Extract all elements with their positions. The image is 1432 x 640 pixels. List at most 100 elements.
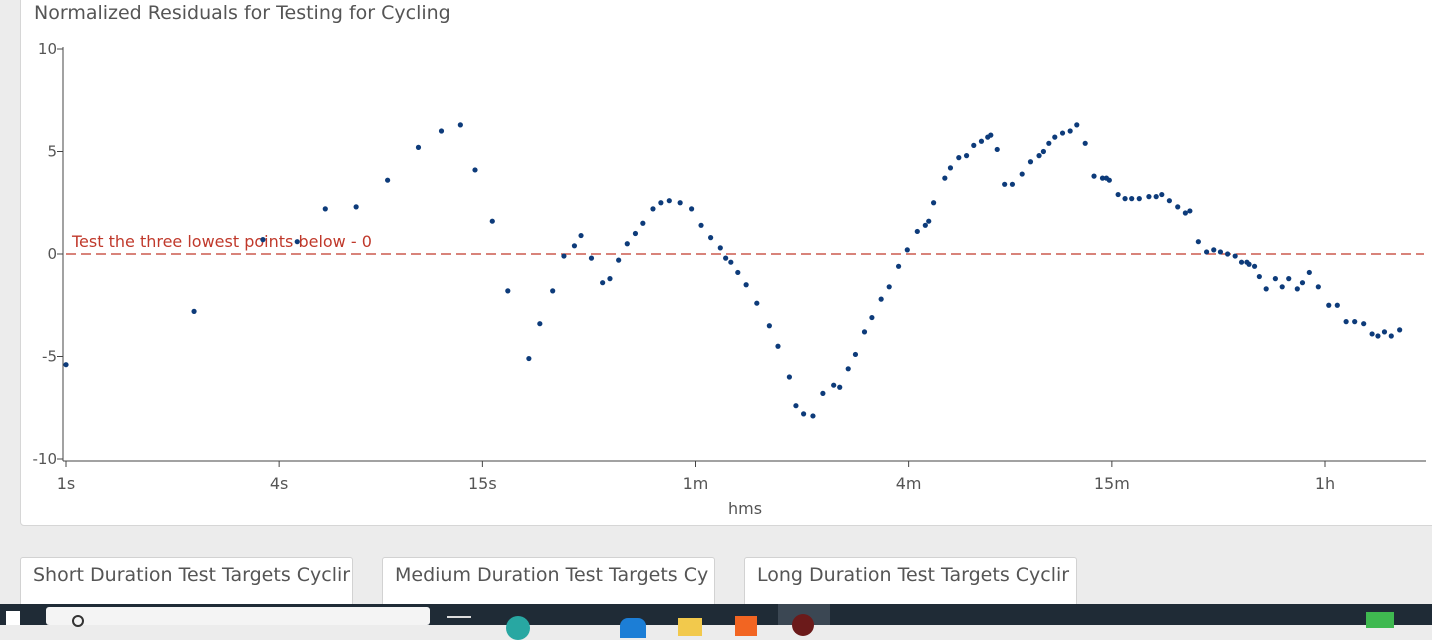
data-point [294,239,300,245]
data-point [1195,239,1201,245]
x-tick-label: 1h [1315,474,1335,493]
data-point [1286,276,1292,282]
data-point [600,280,606,286]
tray-icon[interactable] [1366,612,1394,628]
data-point [526,355,532,362]
data-point [472,167,478,173]
data-point [971,142,977,148]
data-point [717,245,723,251]
data-point [895,263,902,269]
y-tick-label: -10 [33,450,58,468]
data-point [191,308,197,314]
data-point [1106,177,1112,183]
data-point [550,288,556,294]
data-point [831,382,837,388]
data-point [689,206,695,212]
data-point [869,314,875,321]
store-icon[interactable] [620,618,646,638]
data-point [775,343,781,349]
data-point [698,222,704,228]
data-point [988,132,994,138]
data-point [677,200,683,206]
axes: 10 5 0 -5 -10 1s 4s 15s 1m 4m 15m 1h hms Test the thr… [33,40,1426,518]
data-point [1334,302,1340,308]
data-point [1211,247,1217,253]
data-point [1059,130,1066,136]
x-axis-label: hms [728,499,762,518]
data-point [571,243,578,249]
data-point [810,413,816,419]
data-point [1397,327,1403,333]
data-point [1099,175,1106,181]
app-icon[interactable] [735,616,757,636]
data-point [1182,210,1188,216]
data-point [852,351,859,358]
data-point [650,206,656,212]
data-point [1046,140,1052,146]
data-point [322,206,328,212]
data-point [1153,194,1159,200]
data-point [708,235,714,241]
x-tick-label: 1m [683,474,709,493]
search-box[interactable] [46,607,430,627]
data-point [978,138,985,144]
data-point [632,230,639,237]
data-point [1129,196,1135,202]
data-point [1027,159,1034,165]
data-point [1082,140,1088,146]
data-point [1361,321,1367,327]
data-point [353,204,359,210]
active-app-icon[interactable] [778,604,830,636]
data-point [1326,302,1332,308]
data-point [837,384,843,390]
data-point [537,321,543,327]
data-point [1040,148,1047,155]
data-point [1175,204,1181,210]
taskbar [0,604,1432,640]
data-point [260,237,266,243]
data-point [1306,269,1312,276]
data-point [766,323,772,329]
data-point [624,241,630,247]
edge-icon[interactable] [506,616,530,640]
y-tick-label: -5 [42,348,57,366]
data-point [1036,153,1042,159]
task-view-icon[interactable] [447,616,471,618]
windows-start-icon[interactable] [6,611,20,625]
data-point [1279,284,1285,290]
data-point [1343,319,1349,325]
data-point [926,218,932,224]
data-point [914,228,920,235]
data-point [963,153,970,159]
data-point [1381,329,1388,335]
data-point [1232,253,1238,259]
data-point [1074,122,1080,128]
y-tick-label: 5 [47,143,57,161]
data-point [1091,173,1097,179]
tab-short-duration[interactable]: Short Duration Test Targets Cyclir [20,557,353,607]
data-point [801,411,807,417]
data-point [1052,134,1058,140]
data-point [1315,284,1321,290]
data-point [1115,191,1121,198]
data-point [1225,251,1231,257]
data-point [415,144,422,150]
data-point [728,259,734,265]
data-point [1251,263,1258,269]
tab-medium-duration[interactable]: Medium Duration Test Targets Cy [382,557,715,607]
chart-title: Normalized Residuals for Testing for Cyc… [34,2,451,24]
data-point [820,390,826,396]
data-point [793,403,799,409]
data-point [735,269,741,276]
data-point [1146,194,1152,200]
data-point [754,300,760,306]
data-point [1002,181,1008,187]
data-point [1166,198,1172,204]
data-point [723,255,729,261]
data-point [505,288,511,294]
tab-long-duration[interactable]: Long Duration Test Targets Cyclir [744,557,1077,607]
file-explorer-icon[interactable] [678,618,702,636]
data-point [845,366,851,372]
data-point [1299,280,1306,286]
data-point [1352,319,1358,325]
